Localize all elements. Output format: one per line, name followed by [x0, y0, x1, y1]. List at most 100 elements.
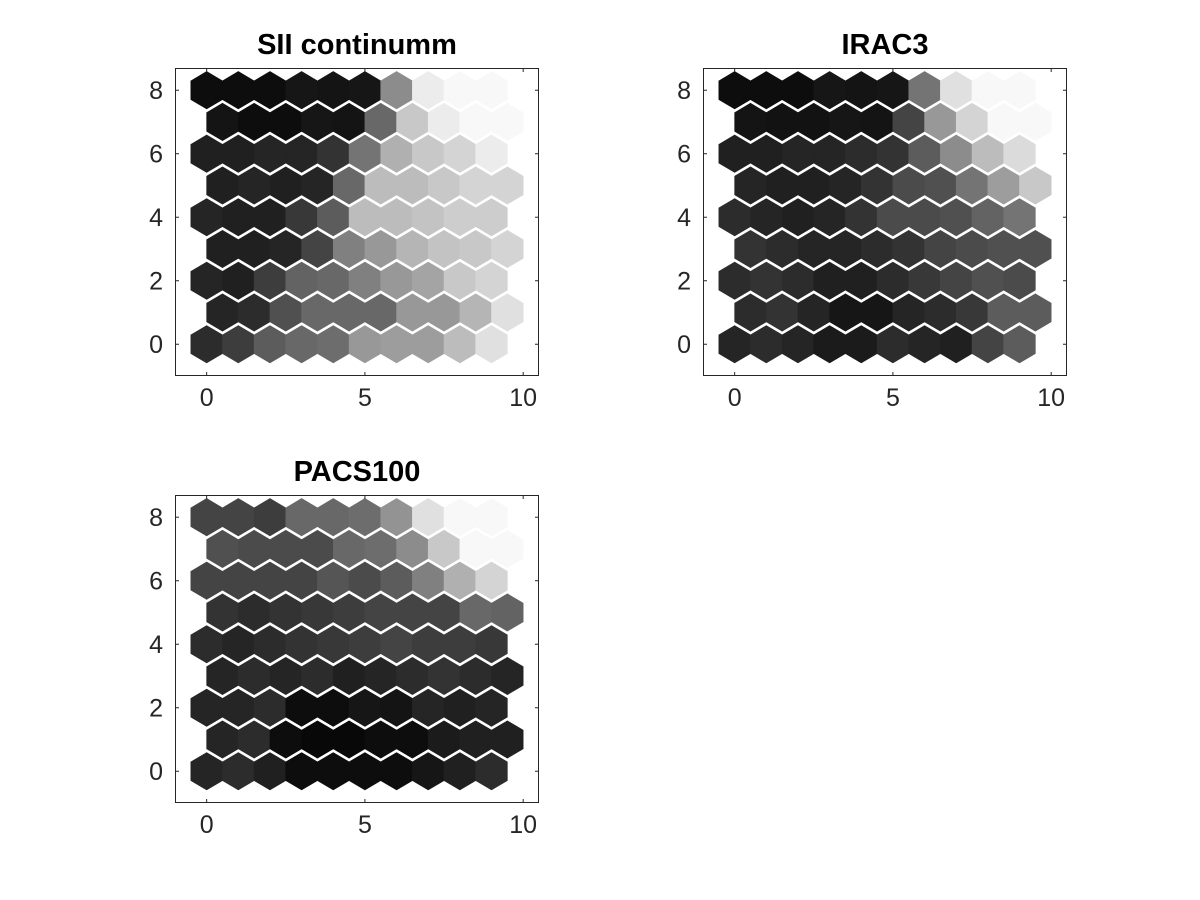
hex-cell [427, 102, 461, 142]
hex-cell [924, 229, 957, 269]
hex-cell [427, 229, 461, 269]
hex-cell [845, 261, 878, 300]
hex-cell [206, 529, 239, 569]
hex-cell [813, 134, 846, 173]
hex-cell [908, 261, 941, 300]
hex-cell [443, 325, 477, 364]
hex-cell [238, 293, 271, 332]
y-tick-label: 4 [149, 631, 163, 659]
hex-cell [892, 293, 925, 332]
hex-cell [940, 261, 973, 300]
hex-cell [427, 529, 461, 569]
hex-cell [443, 198, 477, 237]
hex-cell [797, 102, 830, 142]
hex-cell [876, 261, 910, 300]
hex-cells [190, 71, 524, 364]
hex-cell [1019, 102, 1052, 142]
hex-cell [380, 688, 413, 727]
hex-cell [765, 293, 799, 332]
hex-cell [908, 134, 941, 173]
hex-cell [269, 293, 302, 332]
hex-cell [924, 293, 957, 332]
hex-cell [987, 166, 1020, 205]
hex-cell [750, 325, 783, 364]
hex-cell [491, 593, 524, 632]
hex-cell [253, 134, 287, 173]
hex-cell [190, 71, 223, 110]
hex-cell [222, 261, 255, 300]
hex-cell [876, 198, 910, 237]
hex-cell [222, 752, 255, 791]
hex-cell [1003, 325, 1036, 364]
hex-cell [860, 293, 894, 332]
hex-cell [348, 325, 382, 364]
hex-cell [380, 498, 413, 537]
axes-box [175, 68, 539, 376]
hex-cell [940, 325, 973, 364]
hex-cell [845, 325, 878, 364]
hex-cell [206, 166, 239, 205]
hex-cell [427, 166, 461, 205]
hex-cell [475, 71, 508, 110]
hex-cell [285, 498, 318, 537]
hex-cell [317, 688, 350, 727]
hex-cell [238, 720, 271, 759]
hex-cell [765, 166, 799, 205]
hex-cell [190, 134, 223, 173]
hex-cell [206, 656, 239, 696]
hex-cell [955, 102, 989, 142]
hex-cell [475, 198, 508, 237]
hex-cell [253, 752, 287, 791]
x-tick-label: 0 [728, 384, 742, 412]
hex-cell [301, 656, 334, 696]
hex-cell [206, 593, 239, 632]
hex-cell [491, 166, 524, 205]
hex-cell [987, 229, 1020, 269]
hex-cell [924, 166, 957, 205]
hex-cell [924, 102, 957, 142]
x-tick-label: 5 [358, 384, 372, 412]
y-tick-label: 2 [149, 695, 163, 723]
hex-cell [412, 688, 445, 727]
hex-cell [190, 198, 223, 237]
hex-cell [876, 325, 910, 364]
hex-cell [765, 229, 799, 269]
hex-cell [301, 529, 334, 569]
hex-cell [380, 261, 413, 300]
hex-cell [348, 198, 382, 237]
hex-cell [475, 561, 508, 600]
y-tick-label: 6 [149, 568, 163, 596]
hex-cell [797, 293, 830, 332]
hex-cell [491, 529, 524, 569]
hex-cell [285, 198, 318, 237]
x-tick-label: 10 [1037, 384, 1065, 412]
hex-cells [190, 498, 524, 791]
hex-cell [459, 720, 492, 759]
hex-cell [797, 166, 830, 205]
hex-cell [396, 229, 429, 269]
hex-cell [222, 198, 255, 237]
hex-cell [459, 656, 492, 696]
hex-cell [845, 198, 878, 237]
y-tick-label: 4 [149, 204, 163, 232]
y-tick-label: 2 [149, 268, 163, 296]
hex-cell [301, 293, 334, 332]
hex-cell [1019, 166, 1052, 205]
y-tick-label: 6 [677, 141, 691, 169]
panel-title: PACS100 [294, 456, 421, 488]
y-tick-label: 0 [677, 331, 691, 359]
hex-cell [285, 752, 318, 791]
hex-cell [718, 198, 751, 237]
hex-cell [892, 229, 925, 269]
hex-cell [380, 198, 413, 237]
hex-cell [269, 656, 302, 696]
hex-cell [380, 561, 413, 600]
hex-cell [190, 688, 223, 727]
hex-cell [908, 198, 941, 237]
hex-cell [443, 498, 477, 537]
hex-cell [364, 293, 397, 332]
y-tick-label: 8 [149, 77, 163, 105]
hex-cell [475, 752, 508, 791]
hex-cell [222, 325, 255, 364]
